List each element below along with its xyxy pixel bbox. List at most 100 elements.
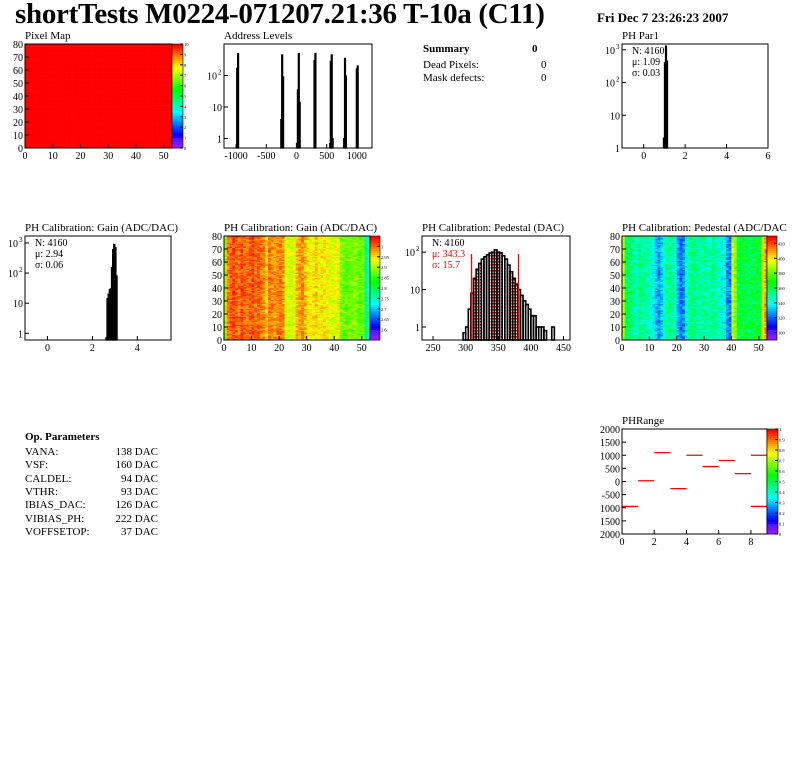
heatmap-cell <box>30 55 34 58</box>
heatmap-cell <box>61 119 65 121</box>
heatmap-cell <box>63 96 67 98</box>
heatmap-cell <box>25 57 29 59</box>
heatmap-cell <box>77 83 81 85</box>
heatmap-cell <box>83 145 87 147</box>
heatmap-cell <box>25 50 29 53</box>
heatmap-cell <box>44 47 48 50</box>
heatmap-cell <box>36 47 40 50</box>
heatmap-cell <box>74 83 78 85</box>
heatmap-cell <box>80 80 84 82</box>
heatmap-cell <box>86 133 90 136</box>
heatmap-cell <box>47 86 51 89</box>
heatmap-cell <box>44 62 48 64</box>
heatmap-cell <box>80 118 84 120</box>
heatmap-cell <box>94 112 98 115</box>
heatmap-cell <box>80 127 84 129</box>
heatmap-cell <box>77 114 81 116</box>
heatmap-cell <box>97 58 101 60</box>
heatmap-cell <box>44 70 48 72</box>
heatmap-cell <box>94 64 98 67</box>
heatmap-cell <box>36 111 40 114</box>
heatmap-cell <box>80 133 84 136</box>
heatmap-cell <box>49 63 54 66</box>
heatmap-cell <box>52 47 56 50</box>
heatmap-cell <box>91 66 95 68</box>
heatmap-cell <box>74 128 78 131</box>
heatmap-cell <box>61 47 65 50</box>
heatmap-cell <box>72 44 76 46</box>
heatmap-cell <box>94 86 98 89</box>
heatmap-cell <box>33 96 37 98</box>
op-parameter-label: VTHR: <box>25 485 58 498</box>
heatmap-cell <box>41 105 45 107</box>
heatmap-cell <box>83 49 87 51</box>
heatmap-cell <box>25 142 29 145</box>
x-tick-label: 2 <box>683 151 688 162</box>
heatmap-cell <box>47 112 51 115</box>
y-tick-label: 70 <box>13 53 23 64</box>
heatmap-cell <box>38 101 42 103</box>
heatmap-cell <box>27 77 31 80</box>
heatmap-cell <box>63 119 67 121</box>
heatmap-cell <box>83 81 87 84</box>
heatmap-cell <box>63 125 67 128</box>
heatmap-cell <box>36 62 40 64</box>
heatmap-cell <box>55 54 59 56</box>
heatmap-cell <box>55 106 59 108</box>
heatmap-cell <box>36 50 40 53</box>
heatmap-cell <box>49 97 54 99</box>
heatmap-cell <box>74 50 78 53</box>
heatmap-cell <box>25 127 29 129</box>
heatmap-cell <box>91 129 95 132</box>
heatmap-cell <box>97 76 101 79</box>
heatmap-cell <box>69 75 73 77</box>
heatmap-cell <box>30 127 34 129</box>
heatmap-cell <box>86 86 90 89</box>
heatmap-cell <box>86 64 90 67</box>
heatmap-cell <box>52 90 56 93</box>
heatmap-cell <box>83 51 87 54</box>
heatmap-cell <box>52 118 56 120</box>
heatmap-cell <box>41 79 45 81</box>
op-parameter-label: VOFFSETOP: <box>25 525 90 538</box>
heatmap-cell <box>49 47 54 50</box>
heatmap-cell <box>27 88 31 90</box>
heatmap-cell <box>61 46 65 49</box>
heatmap-cell <box>27 105 31 107</box>
heatmap-cell <box>27 107 31 110</box>
heatmap-cell <box>72 112 76 115</box>
x-tick-label: 0 <box>294 151 299 162</box>
heatmap-cell <box>77 137 81 140</box>
heatmap-cell <box>41 72 45 75</box>
heatmap-cell <box>44 125 48 128</box>
heatmap-cell <box>94 81 98 84</box>
heatmap-cell <box>25 88 29 90</box>
heatmap-cell <box>27 54 31 56</box>
heatmap-cell <box>44 123 48 125</box>
heatmap-cell <box>97 71 101 73</box>
heatmap-cell <box>72 99 76 102</box>
heatmap-cell <box>33 59 37 62</box>
heatmap-cell <box>94 90 98 93</box>
heatmap-cell <box>27 49 31 51</box>
heatmap-cell <box>97 57 101 59</box>
heatmap-cell <box>38 93 42 95</box>
heatmap-cell <box>41 119 45 121</box>
heatmap-cell <box>41 123 45 125</box>
heatmap-cell <box>52 135 56 137</box>
heatmap-cell <box>66 124 70 127</box>
heatmap-cell <box>66 136 70 138</box>
heatmap-cell <box>44 54 48 56</box>
heatmap-cell <box>77 66 81 68</box>
heatmap-cell <box>91 86 95 89</box>
heatmap-cell <box>30 138 34 141</box>
heatmap-cell <box>97 79 101 81</box>
heatmap-cell <box>38 46 42 49</box>
heatmap-cell <box>80 77 84 80</box>
heatmap-cell <box>97 93 101 95</box>
heatmap-cell <box>44 144 48 146</box>
heatmap-cell <box>52 132 56 134</box>
heatmap-cell <box>77 53 81 55</box>
heatmap-cell <box>63 124 67 127</box>
heatmap-cell <box>88 80 92 82</box>
